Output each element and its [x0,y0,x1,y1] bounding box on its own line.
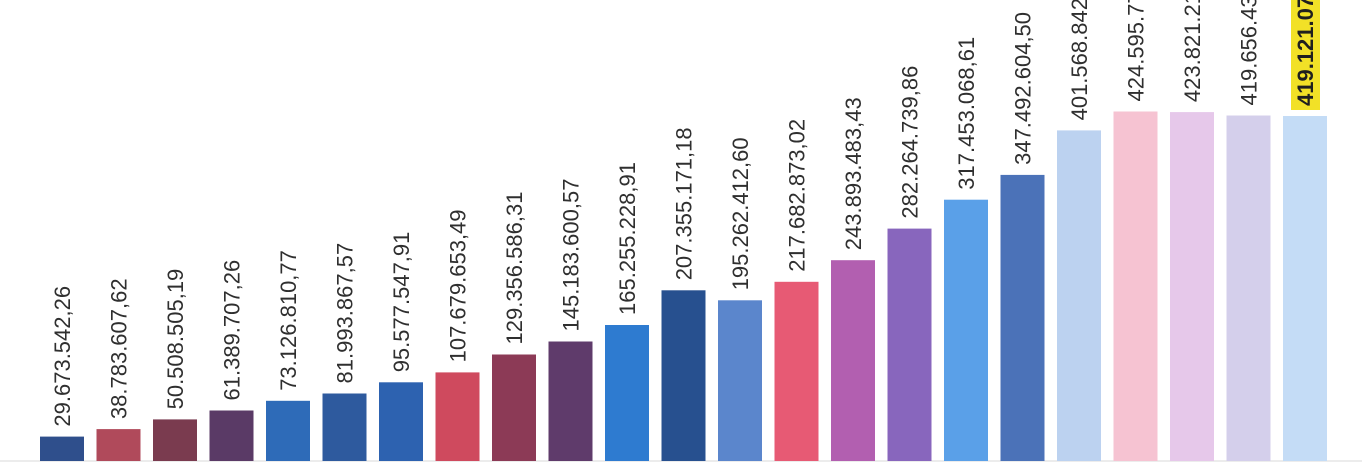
value-label-7: 95.577.547,91 [389,232,414,373]
bar-8 [435,372,480,461]
value-label-22: 419.656.430,38 [1237,0,1262,106]
bar-1 [40,436,84,461]
value-label-18: 347.492.604,50 [1011,12,1036,165]
value-label-group-19: 401.568.842,56 [1067,0,1092,120]
value-label-group-3: 50.508.505,19 [163,269,188,410]
value-label-group-21: 423.821.210,55 [1180,0,1205,102]
value-label-group-9: 129.356.586,31 [502,192,527,345]
value-label-group-2: 38.783.607,62 [107,278,132,419]
bar-4 [209,410,254,461]
bar-14 [774,281,819,461]
value-label-group-13: 195.262.412,60 [728,137,753,290]
bar-19 [1057,130,1101,461]
value-label-group-6: 81.993.867,57 [333,243,358,384]
value-label-15: 243.893.483,43 [841,97,866,250]
value-label-group-16: 282.264.739,86 [898,66,923,219]
value-label-group-8: 107.679.653,49 [446,209,471,362]
value-label-group-4: 61.389.707,26 [220,260,245,401]
bar-22 [1226,115,1271,461]
value-label-group-7: 95.577.547,91 [389,232,414,373]
bar-23 [1283,116,1327,461]
value-label-11: 165.255.228,91 [615,162,640,315]
value-label-19: 401.568.842,56 [1067,0,1092,120]
bar-13 [718,300,762,461]
highlight-box [1291,0,1320,110]
bar-10 [548,341,593,461]
value-label-group-1: 29.673.542,26 [50,286,75,427]
value-label-8: 107.679.653,49 [446,209,471,362]
value-label-group-15: 243.893.483,43 [841,97,866,250]
value-label-group-10: 145.183.600,57 [559,179,584,332]
value-label-group-18: 347.492.604,50 [1011,12,1036,165]
bar-21 [1170,112,1214,461]
value-label-group-11: 165.255.228,91 [615,162,640,315]
bar-18 [1000,174,1045,461]
value-label-6: 81.993.867,57 [333,243,358,384]
bar-2 [96,429,141,461]
bar-5 [266,400,310,461]
value-label-20: 424.595.773,03 [1124,0,1149,102]
value-label-9: 129.356.586,31 [502,192,527,345]
value-label-10: 145.183.600,57 [559,179,584,332]
value-label-group-14: 217.682.873,02 [785,119,810,272]
value-label-group-12: 207.355.171,18 [672,127,697,280]
bar-12 [661,290,706,461]
value-label-1: 29.673.542,26 [50,286,75,427]
value-label-group-17: 317.453.068,61 [954,37,979,190]
highlighted-value-label: 419.121.077,83 [1293,0,1318,106]
bar-3 [153,419,197,461]
value-label-21: 423.821.210,55 [1180,0,1205,102]
value-label-14: 217.682.873,02 [785,119,810,272]
value-label-12: 207.355.171,18 [672,127,697,280]
bar-9 [492,354,536,461]
bar-6 [322,393,367,461]
bars-group [40,111,1327,461]
bar-16 [887,228,932,461]
value-label-17: 317.453.068,61 [954,37,979,190]
value-label-2: 38.783.607,62 [107,278,132,419]
value-label-group-20: 424.595.773,03 [1124,0,1149,102]
value-label-group-5: 73.126.810,77 [276,250,301,391]
bar-20 [1113,111,1158,461]
bar-7 [379,382,423,461]
value-label-16: 282.264.739,86 [898,66,923,219]
value-labels-group: 29.673.542,26 38.783.607,62 50.508.505,19 6… [50,0,1320,427]
value-label-group-22: 419.656.430,38 [1237,0,1262,106]
bar-11 [605,325,649,461]
bar-15 [831,260,875,461]
value-label-13: 195.262.412,60 [728,137,753,290]
value-label-4: 61.389.707,26 [220,260,245,401]
bar-17 [944,199,988,461]
value-label-5: 73.126.810,77 [276,250,301,391]
highlighted-value-label-group: 419.121.077,83 [1291,0,1320,110]
value-label-3: 50.508.505,19 [163,269,188,410]
